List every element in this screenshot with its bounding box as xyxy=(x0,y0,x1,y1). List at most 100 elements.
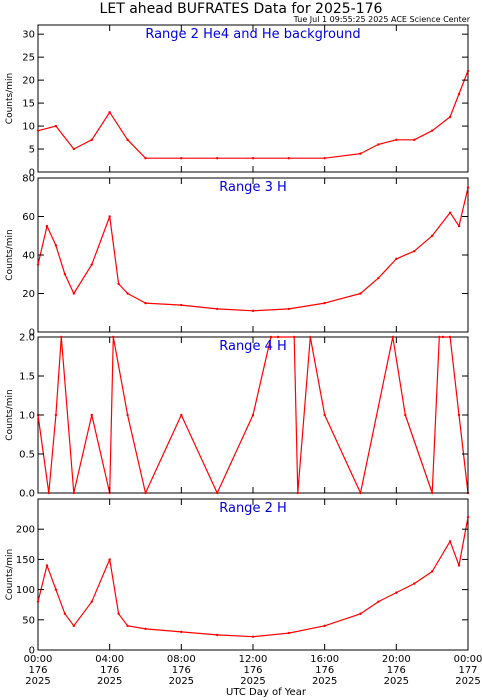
data-point xyxy=(466,186,470,189)
x-tick-label-time: 04:00 xyxy=(95,654,124,665)
panel-label: Range 2 He4 and He background xyxy=(145,27,360,42)
panel-label: Range 4 H xyxy=(219,339,287,354)
data-point xyxy=(126,413,129,417)
data-point xyxy=(90,413,93,417)
y-tick-label: 150 xyxy=(16,555,35,566)
x-tick-label-year: 2025 xyxy=(384,676,409,687)
x-tick-label-time: 16:00 xyxy=(310,654,339,665)
series-line xyxy=(37,516,469,638)
data-point xyxy=(359,612,362,615)
data-point xyxy=(377,276,380,280)
data-point xyxy=(323,413,326,417)
data-point xyxy=(90,263,93,266)
x-tick-label-time: 00:00 xyxy=(24,654,53,665)
y-tick-label: 1.5 xyxy=(19,372,35,383)
y-tick-label: 40 xyxy=(22,251,35,262)
data-point xyxy=(466,515,470,519)
data-point xyxy=(430,129,434,132)
x-tick-label-doy: 176 xyxy=(315,665,334,676)
data-point xyxy=(215,633,219,637)
data-point xyxy=(126,624,129,628)
data-point xyxy=(466,69,470,73)
data-point xyxy=(438,335,441,339)
x-tick-label-doy: 176 xyxy=(243,665,262,676)
data-point xyxy=(430,234,434,237)
data-point xyxy=(108,111,111,114)
data-point xyxy=(457,564,461,567)
data-point xyxy=(377,143,380,146)
y-tick-label: 1.0 xyxy=(19,411,35,422)
data-point xyxy=(72,292,76,295)
x-tick-label-year: 2025 xyxy=(169,676,194,687)
data-point xyxy=(359,292,362,295)
data-point xyxy=(215,307,219,311)
x-tick-label-doy: 176 xyxy=(100,665,119,676)
panel-frame xyxy=(37,498,469,651)
y-tick-label: 0 xyxy=(29,168,35,179)
data-point xyxy=(45,224,49,228)
data-point xyxy=(60,335,63,339)
x-tick-label-doy: 176 xyxy=(387,665,406,676)
data-point xyxy=(395,257,398,261)
y-axis-title: Counts/min xyxy=(5,549,15,600)
y-tick-label: 10 xyxy=(22,122,35,133)
data-point xyxy=(448,335,452,339)
data-point xyxy=(63,612,67,615)
y-tick-label: 0 xyxy=(29,328,35,339)
data-point xyxy=(309,335,312,339)
x-tick-label-doy: 176 xyxy=(172,665,191,676)
data-point xyxy=(251,157,255,160)
y-tick-label: 30 xyxy=(22,30,35,41)
timestamp: Tue Jul 1 09:55:25 2025 ACE Science Cent… xyxy=(293,15,471,24)
data-point xyxy=(287,631,291,635)
data-point xyxy=(144,157,147,160)
data-point xyxy=(276,335,280,339)
data-point xyxy=(90,600,93,603)
data-point xyxy=(448,115,452,119)
y-tick-label: 15 xyxy=(22,99,35,110)
y-tick-label: 80 xyxy=(22,174,35,185)
y-tick-label: 50 xyxy=(22,615,35,626)
panel-label: Range 2 H xyxy=(219,501,287,516)
data-point xyxy=(36,600,40,603)
series-line xyxy=(37,187,469,312)
data-point xyxy=(448,211,452,214)
data-point xyxy=(448,540,452,543)
y-axis-title: Counts/min xyxy=(5,389,15,440)
data-point xyxy=(215,157,219,160)
data-point xyxy=(395,138,398,142)
data-point xyxy=(108,558,111,561)
data-point xyxy=(144,491,147,495)
panel-4: 0 50 100 150 200 Counts/min Range 2 H xyxy=(5,498,470,657)
series-line xyxy=(37,70,469,159)
panel-1: 0 5 10 15 20 25 30 Counts/min Range 2 He4 and He… xyxy=(5,24,470,179)
data-point xyxy=(287,307,291,311)
data-point xyxy=(323,157,326,160)
data-point xyxy=(251,309,255,313)
y-axis-title: Counts/min xyxy=(5,73,15,124)
data-point xyxy=(54,244,58,247)
data-point xyxy=(126,138,129,142)
y-tick-label: 25 xyxy=(22,53,35,64)
x-axis-title: UTC Day of Year xyxy=(226,687,307,698)
data-point xyxy=(323,301,326,305)
data-point xyxy=(72,147,76,151)
data-point xyxy=(36,263,40,266)
y-tick-label: 0.5 xyxy=(19,450,35,461)
data-point xyxy=(323,624,326,628)
x-tick-label-year: 2025 xyxy=(25,676,50,687)
x-axis-labels: 00:00176202504:00176202508:00176202512:0… xyxy=(24,654,482,687)
panels: 0 5 10 15 20 25 30 Counts/min Range 2 He4 and He… xyxy=(5,24,470,657)
data-point xyxy=(430,491,434,495)
data-point xyxy=(457,92,461,96)
data-point xyxy=(54,588,58,591)
x-tick-label-doy: 176 xyxy=(28,665,47,676)
data-point xyxy=(144,301,147,305)
y-tick-label: 20 xyxy=(22,76,35,87)
x-tick-label-time: 08:00 xyxy=(167,654,196,665)
data-point xyxy=(269,335,273,339)
panel-frame xyxy=(37,24,469,173)
data-point xyxy=(63,273,67,276)
data-point xyxy=(359,491,362,495)
